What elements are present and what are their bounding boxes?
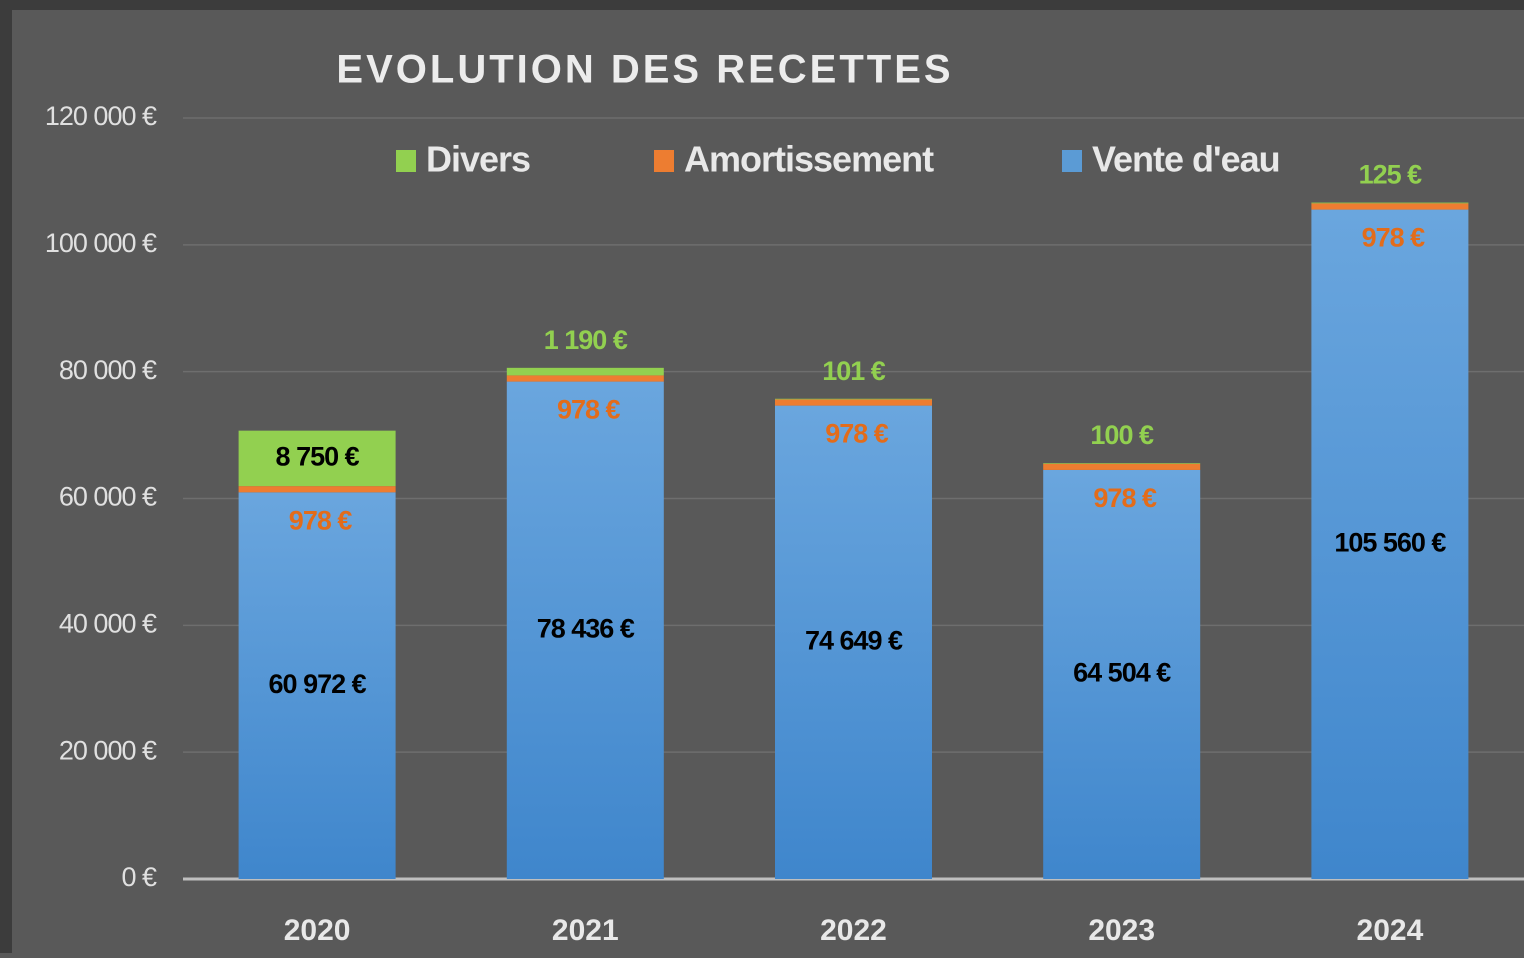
data-label: 978 €: [1362, 223, 1426, 253]
bar-segment: [1311, 203, 1469, 210]
y-tick-label: 60 000 €: [59, 482, 157, 512]
x-tick-label: 2020: [284, 914, 351, 947]
bar-segment: [775, 399, 932, 406]
bar-segment: [506, 381, 664, 879]
data-label: 78 436 €: [537, 613, 635, 643]
bar-segment: [506, 367, 664, 376]
bar-segment: [1311, 209, 1469, 879]
legend-label: Amortissement: [684, 139, 934, 180]
x-tick-label: 2024: [1357, 914, 1424, 947]
legend-swatch: [396, 150, 416, 172]
bar-segment: [775, 405, 932, 879]
bar-segment: [238, 430, 396, 487]
legend-label: Divers: [426, 139, 530, 180]
data-label: 1 190 €: [544, 325, 628, 355]
frame-left: [0, 0, 12, 953]
legend-swatch: [654, 150, 674, 172]
bar-segment: [1043, 463, 1201, 470]
data-label: 978 €: [289, 505, 353, 535]
bar-segment: [1043, 463, 1201, 464]
chart-title: EVOLUTION DES RECETTES: [336, 48, 953, 92]
legend-swatch: [1062, 150, 1082, 172]
data-label: 105 560 €: [1334, 527, 1446, 557]
bar-segment: [1311, 202, 1469, 204]
data-label: 978 €: [825, 419, 889, 449]
data-label: 978 €: [557, 395, 621, 425]
bar-segment: [775, 398, 932, 400]
x-tick-label: 2022: [820, 914, 887, 947]
y-tick-label: 20 000 €: [59, 735, 157, 765]
y-tick-label: 80 000 €: [59, 355, 157, 385]
data-label: 978 €: [1093, 483, 1157, 513]
data-label: 64 504 €: [1073, 658, 1171, 688]
legend-label: Vente d'eau: [1092, 139, 1280, 180]
y-tick-label: 120 000 €: [45, 101, 157, 131]
x-tick-label: 2021: [552, 914, 619, 947]
data-label: 8 750 €: [276, 442, 360, 472]
bar-segment: [238, 492, 396, 879]
frame-top: [0, 0, 1524, 10]
data-label: 100 €: [1090, 420, 1154, 450]
y-tick-label: 100 000 €: [45, 228, 157, 258]
y-tick-label: 0 €: [121, 862, 157, 892]
data-label: 74 649 €: [805, 625, 903, 655]
bar-segment: [1043, 469, 1201, 879]
data-label: 60 972 €: [269, 669, 367, 699]
bar-segment: [506, 375, 664, 382]
y-tick-label: 40 000 €: [59, 608, 157, 638]
data-label: 125 €: [1359, 160, 1423, 190]
bar-segment: [238, 486, 396, 493]
data-label: 101 €: [822, 356, 886, 386]
x-tick-label: 2023: [1088, 914, 1155, 947]
